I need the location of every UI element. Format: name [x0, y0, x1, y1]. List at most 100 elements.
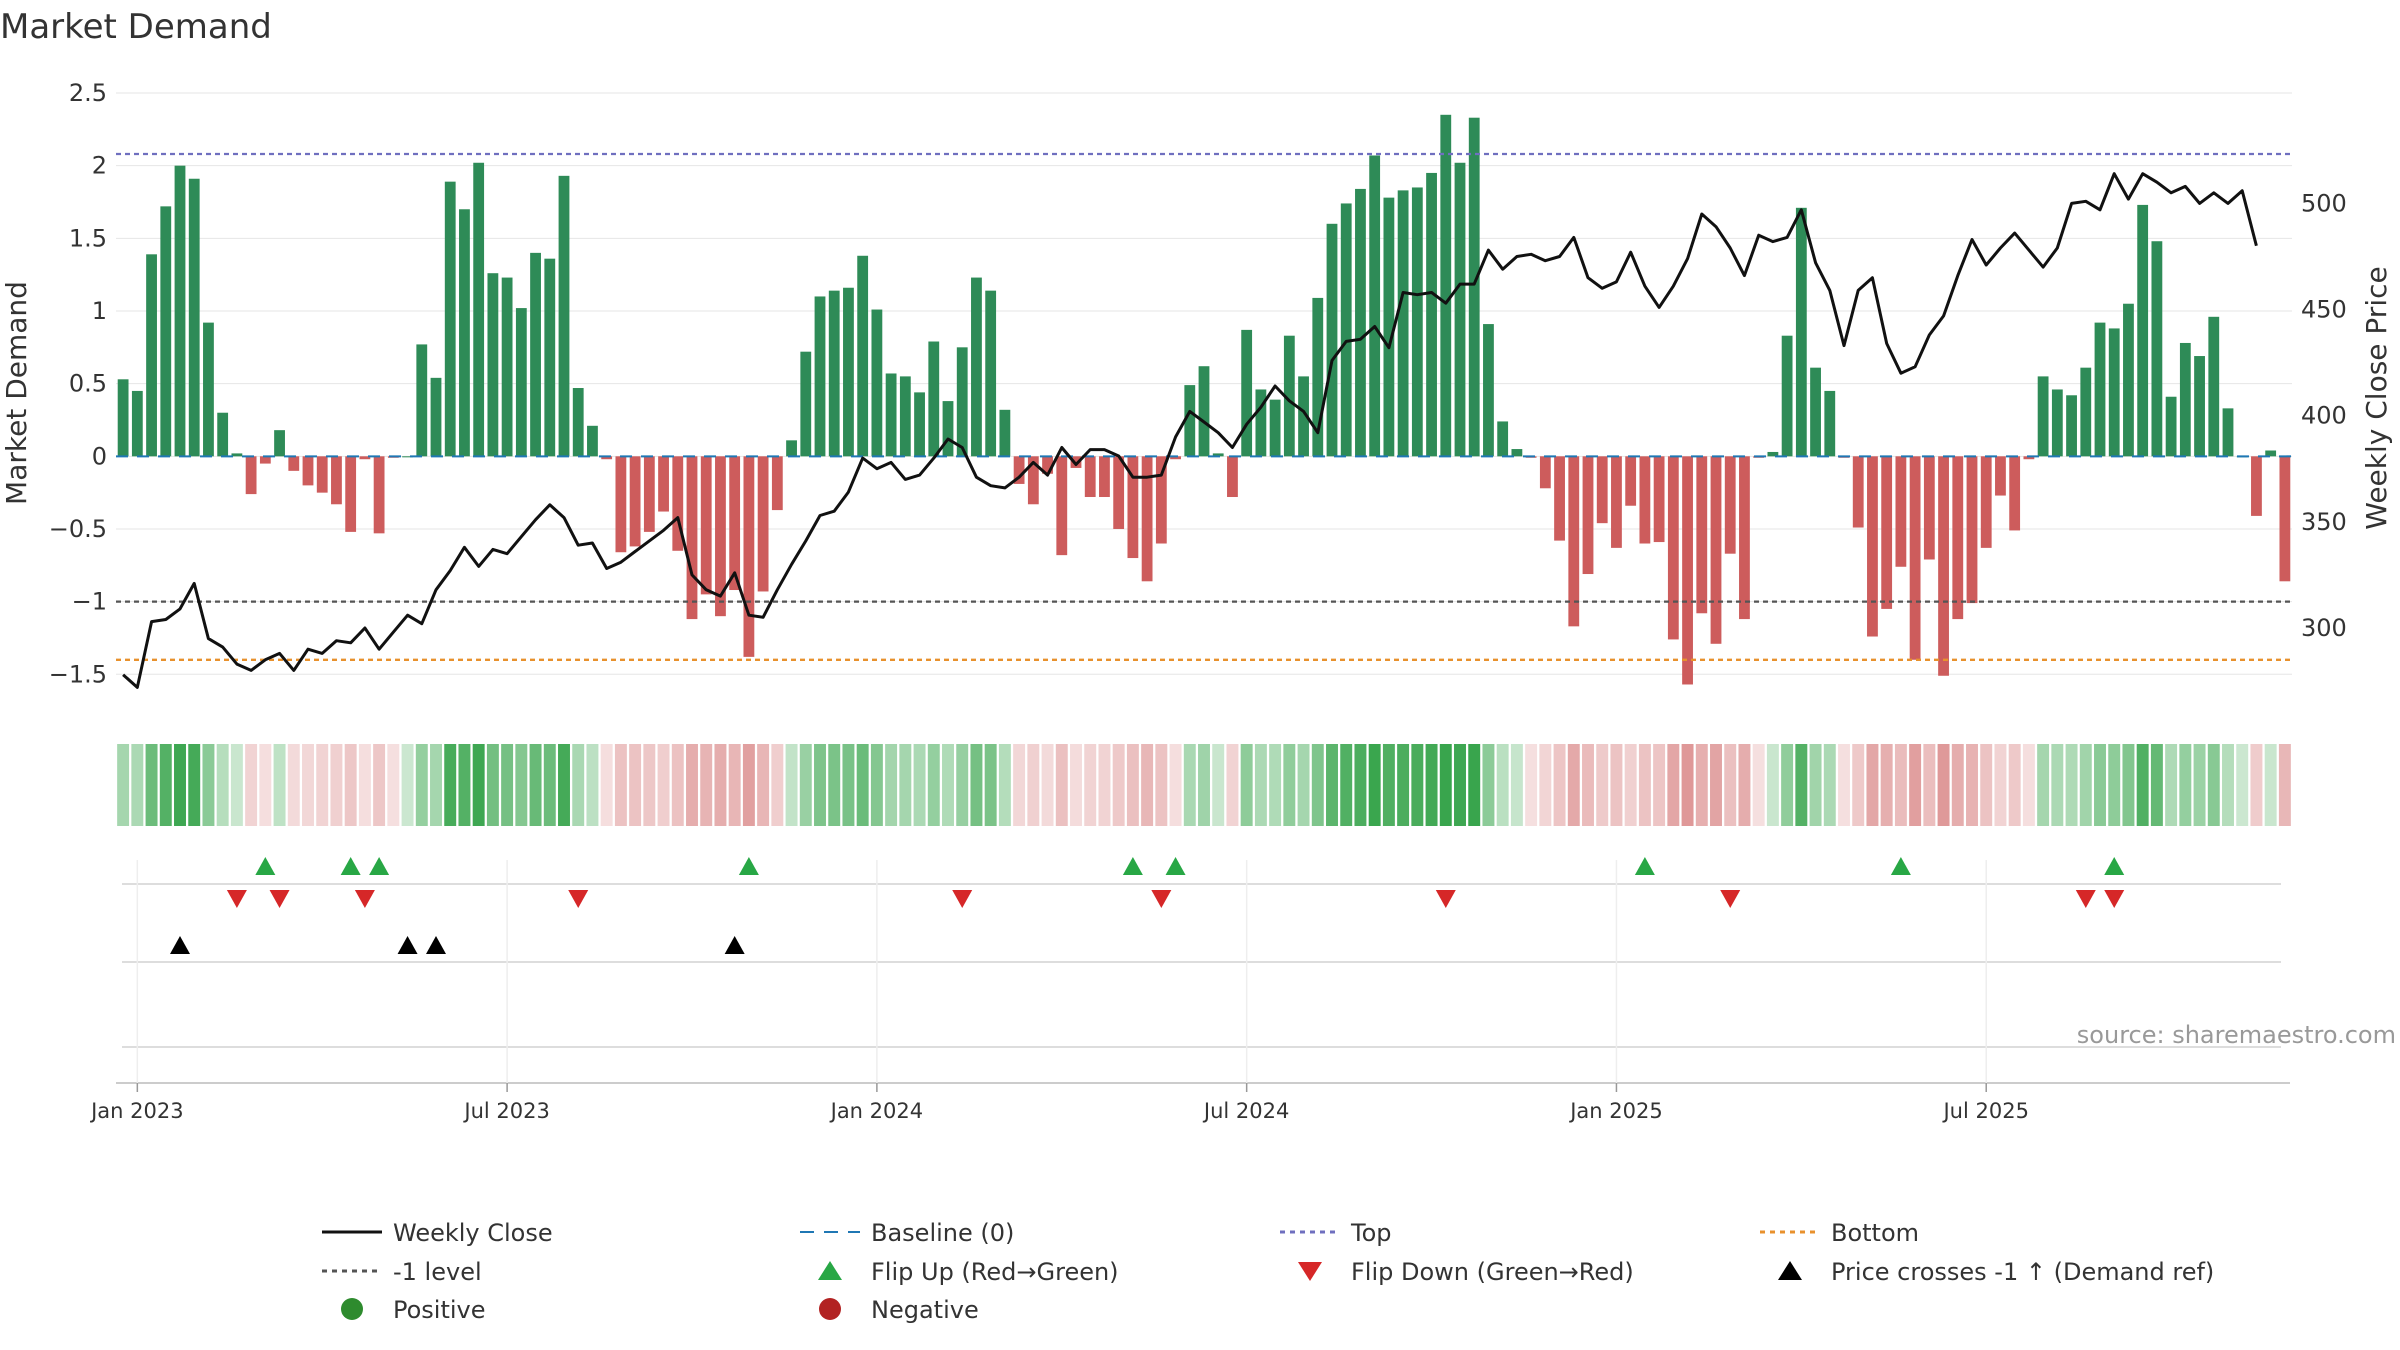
legend-swatch	[819, 1298, 841, 1320]
x-tick-label: Jan 2023	[89, 1099, 184, 1123]
demand-bar	[1696, 456, 1708, 614]
demand-bar	[1084, 456, 1096, 498]
flip-down-marker	[1151, 890, 1172, 908]
demand-bar	[473, 162, 485, 457]
demand-bar	[814, 296, 826, 457]
demand-bar	[331, 456, 342, 505]
heat-strip-cell	[145, 744, 158, 826]
heat-strip-cell	[2065, 744, 2078, 826]
heat-strip-cell	[1269, 744, 1282, 826]
demand-bar	[871, 309, 883, 457]
heat-strip-cell	[1624, 744, 1637, 826]
legend-swatch	[341, 1298, 363, 1320]
heat-strip-cell	[1340, 744, 1353, 826]
heat-strip-cell	[1582, 744, 1594, 826]
heat-strip-cell	[1098, 744, 1111, 826]
heat-strip-cell	[643, 744, 656, 826]
reference-lines	[116, 152, 2292, 661]
legend-label: Negative	[871, 1296, 979, 1324]
legend-label: Price crosses -1 ↑ (Demand ref)	[1831, 1258, 2214, 1286]
heat-strip-cell	[1411, 744, 1424, 826]
demand-bar	[1099, 456, 1110, 498]
demand-bar	[316, 456, 328, 493]
demand-bar	[1995, 456, 2006, 496]
demand-bar	[2108, 328, 2120, 457]
legend-swatch	[1778, 1261, 1802, 1280]
demand-bar	[2194, 356, 2205, 457]
demand-bar	[274, 430, 285, 457]
demand-bar	[771, 456, 783, 511]
heat-strip-cell	[2108, 744, 2121, 826]
demand-bar	[2137, 204, 2149, 457]
heat-strip-cell	[771, 744, 784, 826]
heat-strip-cell	[1667, 744, 1680, 826]
heat-strip-cell	[956, 744, 969, 826]
demand-bar	[2094, 322, 2106, 457]
demand-bar	[515, 308, 527, 457]
heat-strip-cell	[1738, 744, 1751, 826]
heat-strip-cell	[1681, 744, 1694, 826]
heat-strip-cell	[458, 744, 471, 826]
demand-bar	[1980, 456, 1992, 548]
demand-bar	[857, 255, 869, 457]
legend-label: Top	[1350, 1219, 1392, 1247]
flip-down-marker	[226, 890, 247, 908]
heat-strip-cell	[856, 744, 869, 826]
heat-strip-cell	[714, 744, 727, 826]
legend-swatch	[818, 1261, 842, 1280]
demand-bar	[558, 175, 570, 457]
demand-bars	[117, 114, 2291, 685]
heat-strip-cell	[558, 744, 570, 826]
heat-strip-cell	[1795, 744, 1808, 826]
heat-strip-cell	[700, 744, 713, 826]
demand-bar	[1397, 190, 1409, 457]
demand-bar	[1596, 456, 1608, 524]
x-axis: Jan 2023 Jul 2023 Jan 2024 Jul 2024 Jan 2025…	[89, 860, 2290, 1123]
demand-bar	[899, 376, 911, 457]
flip-up-marker	[2104, 857, 2125, 875]
demand-bar	[715, 456, 726, 617]
y-tick-label-left: 0.5	[69, 370, 107, 398]
heat-strip-cell	[614, 744, 627, 826]
heat-strip-cell	[998, 744, 1011, 826]
heat-strip-cell	[273, 744, 286, 826]
heat-strip-cell	[2051, 744, 2064, 826]
demand-bar	[1568, 456, 1580, 627]
demand-bar	[1724, 456, 1736, 554]
flip-up-marker	[255, 857, 276, 875]
demand-bar	[1042, 456, 1053, 474]
demand-bar	[2179, 342, 2191, 457]
heat-strip-cell	[202, 744, 215, 826]
heat-strip-cell	[1496, 744, 1509, 826]
demand-bar	[1938, 456, 1949, 676]
heat-strip-cell	[1937, 744, 1950, 826]
demand-bar	[1682, 456, 1693, 685]
heat-strip-cell	[1923, 744, 1936, 826]
y-tick-label-right: 500	[2301, 189, 2347, 217]
heat-strip-cell	[870, 744, 883, 826]
demand-bar	[1454, 162, 1466, 457]
heat-strip-cell	[1027, 744, 1040, 826]
demand-bar	[174, 165, 186, 457]
x-tick-label: Jan 2024	[829, 1099, 924, 1123]
flip-up-marker	[1634, 857, 1655, 875]
demand-bar	[700, 456, 712, 595]
demand-bar	[1241, 329, 1253, 457]
demand-bar	[2066, 395, 2077, 457]
flip-up-marker	[369, 857, 390, 875]
heat-strip-cell	[2250, 744, 2263, 826]
heat-strip-cell	[629, 744, 642, 826]
legend-label: Flip Up (Red→Green)	[871, 1258, 1119, 1286]
demand-bar	[1326, 223, 1338, 457]
heat-strip-cell	[1866, 744, 1879, 826]
demand-bar	[743, 456, 755, 657]
demand-bar	[1923, 456, 1935, 560]
demand-bar	[2251, 456, 2262, 516]
heat-strip-cell	[1055, 744, 1068, 826]
demand-bar	[1369, 155, 1381, 457]
demand-bar	[828, 290, 840, 457]
heat-strip-cell	[515, 744, 528, 826]
x-tick-label: Jul 2024	[1202, 1099, 1289, 1123]
heat-strip-cell	[1852, 744, 1865, 826]
price-cross-marker	[397, 936, 418, 954]
